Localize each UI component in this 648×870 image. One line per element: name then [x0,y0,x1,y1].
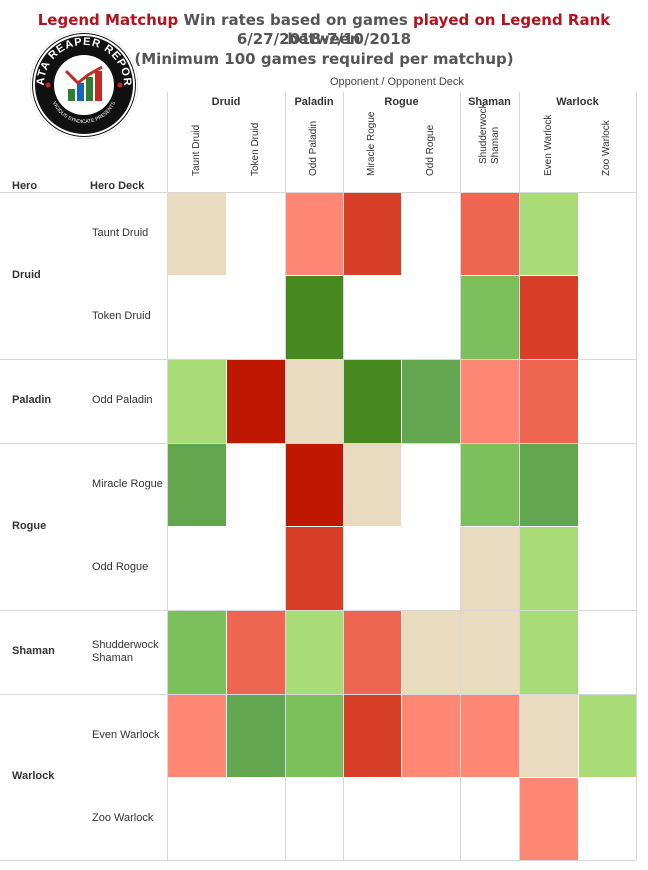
opponent-deck-label: Zoo Warlock [601,120,612,176]
horizontal-divider [0,860,636,861]
horizontal-divider [0,694,636,695]
heatmap-cell-r2-c5 [461,360,519,443]
opponent-deck-col-zoo-warlock: Zoo Warlock [578,118,636,188]
vertical-divider [519,92,520,860]
vertical-divider [636,92,637,860]
opponent-deck-label: Even Warlock [542,114,554,176]
hero-deck-odd-rogue: Odd Rogue [92,561,149,573]
hero-axis-label: Hero [12,180,38,192]
heatmap-cell-r0-c2 [286,193,343,275]
opponent-deck-col-even-warlock: Even Warlock [519,114,578,188]
opponent-deck-label: Taunt Druid [190,124,202,176]
heatmap-cell-r0-c6 [520,193,578,275]
title-text-a: Win rates based on games [178,11,413,29]
heatmap-cell-r6-c5 [461,695,519,777]
hero-deck-zoo-warlock: Zoo Warlock [92,811,154,824]
opponent-deck-col-odd-rogue: Odd Rogue [401,118,460,188]
vertical-divider [167,92,168,860]
title-legend-matchup: Legend Matchup [37,11,179,29]
horizontal-divider [0,359,636,360]
hero-class-rogue: Rogue [12,519,47,532]
heatmap-cell-r2-c0 [168,360,226,443]
heatmap-cell-r2-c2 [286,360,343,443]
opponent-axis-label: Opponent / Opponent Deck [330,76,464,88]
opponent-class-warlock: Warlock [556,96,599,108]
heatmap-cell-r3-c6 [520,444,578,526]
heatmap-cell-r5-c6 [520,611,578,694]
opponent-class-druid: Druid [211,96,241,108]
opponent-deck-col-miracle-rogue: Miracle Rogue [343,112,401,188]
vertical-divider [285,92,286,860]
opponent-class-shaman: Shaman [468,96,511,108]
vertical-divider [460,92,461,860]
heatmap-cell-r3-c0 [168,444,226,526]
heatmap-cell-r0-c0 [168,193,226,275]
date-range: 6/27/2018-7/10/2018 [236,30,412,48]
opponent-deck-col-token-druid: Token Druid [226,118,285,188]
opponent-deck-label: Odd Paladin [308,120,319,176]
heatmap-cell-r4-c5 [461,527,519,610]
heatmap-cell-r2-c3 [344,360,401,443]
horizontal-divider [0,610,636,611]
opponent-deck-col-shudderwock-shaman: Shudderwock Shaman [460,103,519,188]
opponent-class-paladin: Paladin [294,96,334,108]
heatmap-cell-r5-c1 [227,611,285,694]
hero-deck-odd-paladin: Odd Paladin [92,394,153,406]
hero-class-paladin: Paladin [12,394,52,406]
heatmap-cell-r1-c5 [461,276,519,359]
hero-class-druid: Druid [12,268,41,281]
heatmap-cell-r6-c6 [520,695,578,777]
title-text-b: between [287,30,361,48]
hero-deck-taunt-druid: Taunt Druid [92,226,149,239]
hero-deck-shudderwock-shaman: Shudderwock Shaman [92,639,159,664]
horizontal-divider [0,443,636,444]
heatmap-cell-r5-c2 [286,611,343,694]
opponent-deck-label: Shudderwock Shaman [478,103,501,164]
heatmap-cell-r2-c6 [520,360,578,443]
heatmap-cell-r5-c0 [168,611,226,694]
heatmap-cell-r6-c0 [168,695,226,777]
opponent-deck-col-taunt-druid: Taunt Druid [167,118,226,188]
opponent-deck-label: Miracle Rogue [366,111,377,176]
heatmap-cell-r5-c3 [344,611,401,694]
heatmap-cell-r1-c2 [286,276,343,359]
heatmap-cell-r6-c4 [402,695,460,777]
heatmap-cell-r6-c3 [344,695,401,777]
heatmap-cell-r0-c3 [344,193,401,275]
opponent-deck-col-odd-paladin: Odd Paladin [285,118,343,188]
horizontal-divider [0,192,636,193]
subtitle: (Minimum 100 games required per matchup) [134,50,514,68]
vertical-divider [343,92,344,860]
opponent-class-rogue: Rogue [384,96,419,108]
opponent-deck-label: Token Druid [249,122,261,176]
title-legend-rank: played on Legend Rank [413,11,611,29]
hero-deck-axis-label: Hero Deck [90,180,145,192]
heatmap-cell-r5-c5 [461,611,519,694]
heatmap-cell-r3-c2 [286,444,343,526]
heatmap-cell-r4-c6 [520,527,578,610]
heatmap-cell-r3-c5 [461,444,519,526]
heatmap-cell-r3-c3 [344,444,401,526]
hero-class-warlock: Warlock [12,770,55,782]
hero-deck-even-warlock: Even Warlock [92,728,160,741]
heatmap-cell-r6-c1 [227,695,285,777]
data-reaper-logo: DATA REAPER REPORT VICIOUS SYNDICATE PRE… [30,31,138,139]
heatmap-cell-r6-c2 [286,695,343,777]
heatmap-cell-r4-c2 [286,527,343,610]
heatmap-cell-r6-c7 [579,695,636,777]
hero-deck-miracle-rogue: Miracle Rogue [92,477,163,490]
hero-deck-token-druid: Token Druid [92,310,151,322]
chart-title: Legend Matchup Win rates based on games … [0,11,648,49]
hero-class-shaman: Shaman [12,645,55,657]
heatmap-cell-r0-c5 [461,193,519,275]
heatmap-cell-r1-c6 [520,276,578,359]
heatmap-cell-r2-c4 [402,360,460,443]
opponent-deck-label: Odd Rogue [424,124,436,176]
logo-graphic: DATA REAPER REPORT VICIOUS SYNDICATE PRE… [30,31,135,136]
heatmap-cell-r2-c1 [227,360,285,443]
heatmap-cell-r7-c6 [520,778,578,860]
heatmap-cell-r5-c4 [402,611,460,694]
